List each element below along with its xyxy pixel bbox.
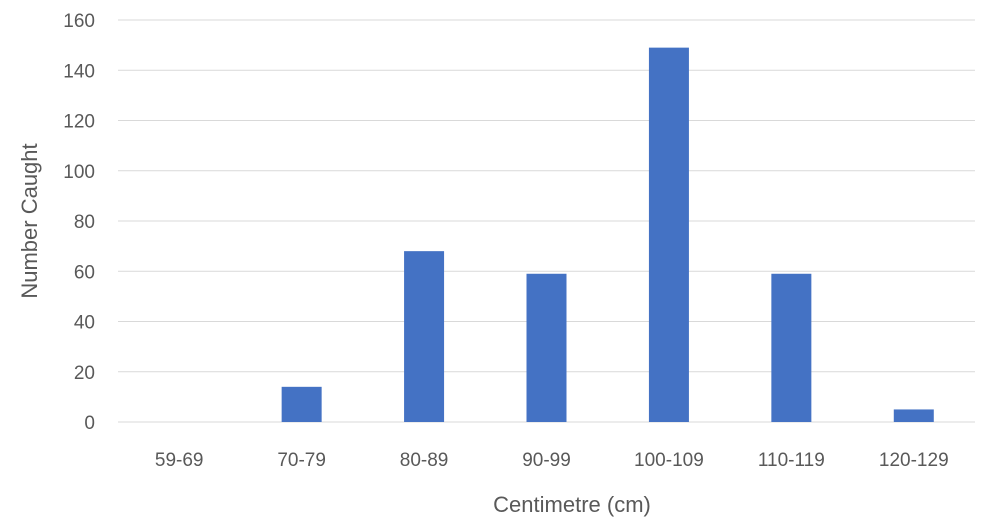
bar-110-119: [771, 273, 812, 422]
bars: [281, 47, 934, 422]
y-axis-title: Number Caught: [17, 143, 42, 298]
x-tick-label: 59-69: [155, 450, 204, 471]
x-tick-label: 80-89: [400, 450, 449, 471]
gridlines: [118, 19, 975, 423]
bar-100-109: [648, 47, 689, 422]
y-tick-label: 100: [63, 162, 95, 183]
x-tick-label: 100-109: [634, 450, 704, 471]
x-tick-label: 90-99: [522, 450, 571, 471]
bar-80-89: [404, 251, 445, 422]
x-tick-label: 120-129: [879, 450, 949, 471]
y-tick-label: 20: [74, 363, 95, 384]
x-tick-label: 70-79: [277, 450, 326, 471]
y-tick-label: 40: [74, 313, 95, 334]
y-tick-label: 140: [63, 61, 95, 82]
bar-70-79: [281, 386, 322, 422]
y-tick-label: 160: [63, 11, 95, 32]
bar-120-129: [893, 409, 934, 422]
y-tick-label: 0: [84, 413, 95, 434]
x-tick-label: 110-119: [758, 450, 825, 471]
x-axis-ticks: 59-69 70-79 80-89 90-99 100-109 110-119 120-12…: [155, 450, 949, 471]
y-tick-label: 80: [74, 212, 95, 233]
y-tick-label: 60: [74, 262, 95, 283]
y-tick-label: 120: [63, 112, 95, 133]
bar-90-99: [526, 273, 567, 422]
y-axis-ticks: 0 20 40 60 80 100 120 140 160: [63, 11, 95, 434]
x-axis-title: Centimetre (cm): [493, 492, 651, 517]
